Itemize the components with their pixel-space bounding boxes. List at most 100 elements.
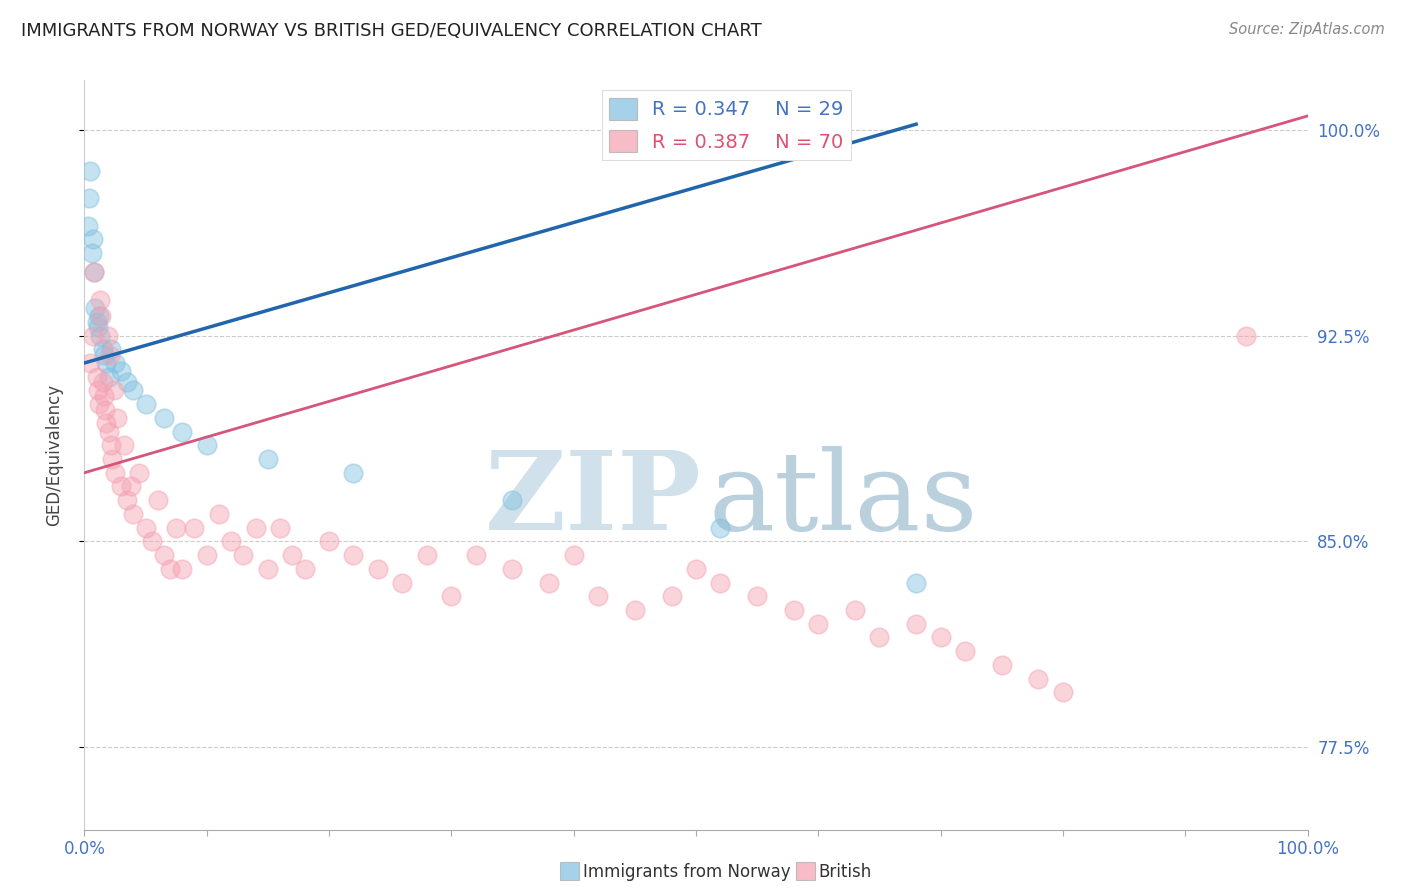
Point (245, 521, 267, 535)
Point (1028, 672, 1050, 686)
Point (165, 521, 187, 535)
Point (100, 438, 122, 452)
Point (219, 534, 242, 549)
Text: atlas: atlas (709, 446, 977, 553)
Point (905, 575, 928, 590)
Point (195, 548, 218, 562)
Point (100, 343, 122, 357)
Text: British: British (818, 863, 872, 881)
Point (84, 301, 107, 315)
Point (661, 589, 683, 603)
Point (464, 548, 486, 562)
Text: Immigrants from Norway: Immigrants from Norway (583, 863, 792, 881)
Point (115, 375, 138, 389)
Point (96, 417, 118, 431)
Point (269, 521, 291, 535)
Point (172, 425, 194, 439)
Point (538, 575, 561, 590)
Point (709, 575, 731, 590)
Point (80, 246, 103, 260)
Point (281, 548, 304, 562)
Point (342, 548, 364, 562)
Point (97, 425, 120, 439)
Point (122, 384, 145, 398)
Point (122, 507, 145, 521)
Point (135, 397, 157, 411)
Point (94, 402, 117, 417)
Point (79, 356, 101, 370)
Point (105, 410, 128, 425)
Point (97, 369, 120, 384)
Point (208, 507, 231, 521)
Point (624, 603, 647, 617)
Point (83, 265, 105, 279)
Point (391, 575, 413, 590)
Text: IMMIGRANTS FROM NORWAY VS BRITISH GED/EQUIVALENCY CORRELATION CHART: IMMIGRANTS FROM NORWAY VS BRITISH GED/EQ… (21, 22, 762, 40)
Point (146, 493, 169, 508)
Point (929, 631, 952, 645)
Point (747, 589, 769, 603)
Point (87, 384, 110, 398)
Point (101, 452, 124, 467)
Point (869, 631, 891, 645)
Point (342, 466, 364, 480)
Point (416, 548, 439, 562)
Point (104, 356, 127, 370)
Point (953, 644, 976, 658)
Point (783, 603, 806, 617)
Point (318, 534, 340, 549)
Point (294, 562, 316, 576)
Point (89, 328, 111, 343)
Point (103, 384, 125, 398)
Point (502, 493, 524, 508)
Point (440, 589, 463, 603)
Point (98, 348, 121, 362)
Text: Source: ZipAtlas.com: Source: ZipAtlas.com (1229, 22, 1385, 37)
Point (709, 521, 731, 535)
Point (586, 589, 609, 603)
Point (97, 328, 120, 343)
Point (77, 191, 100, 205)
Point (1236, 328, 1258, 343)
Point (89, 293, 111, 307)
Bar (796, 862, 815, 880)
Point (82, 328, 104, 343)
Point (153, 548, 176, 562)
Point (79, 164, 101, 178)
Point (93, 348, 115, 362)
Point (112, 438, 135, 452)
Point (87, 397, 110, 411)
Point (128, 466, 150, 480)
Y-axis label: GED/Equivalency: GED/Equivalency (45, 384, 63, 526)
Point (86, 315, 108, 329)
Point (991, 657, 1014, 672)
Point (905, 616, 928, 631)
Point (232, 548, 254, 562)
Point (104, 466, 127, 480)
Point (195, 438, 218, 452)
Point (141, 534, 163, 549)
Text: ZIP: ZIP (485, 446, 702, 553)
Point (367, 562, 389, 576)
Point (87, 310, 110, 324)
Point (87, 320, 110, 334)
Point (91, 375, 114, 389)
Point (807, 616, 830, 631)
Point (90, 310, 112, 324)
Point (153, 410, 176, 425)
Point (1052, 685, 1074, 699)
Point (685, 562, 707, 576)
Point (159, 562, 181, 576)
Point (110, 479, 132, 493)
Point (110, 364, 132, 378)
Point (86, 369, 108, 384)
Point (93, 389, 115, 403)
Bar (560, 862, 579, 880)
Point (172, 562, 194, 576)
Point (96, 356, 118, 370)
Point (257, 562, 280, 576)
Point (844, 603, 866, 617)
Legend: R = 0.347    N = 29, R = 0.387    N = 70: R = 0.347 N = 29, R = 0.387 N = 70 (602, 90, 852, 161)
Point (135, 521, 157, 535)
Point (91, 343, 114, 357)
